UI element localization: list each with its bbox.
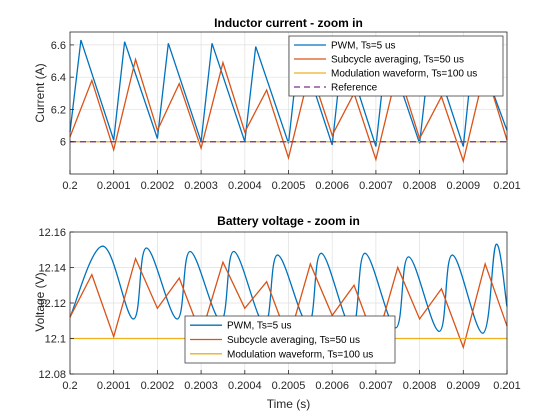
- inductor-current-legend: PWM, Ts=5 us Subcycle averaging, Ts=50 us…: [288, 35, 504, 97]
- battery-voltage-ylabel: Voltage (V): [33, 272, 47, 331]
- battery-voltage-xtick-label: 0.2: [62, 380, 77, 392]
- inductor-current-xtick-label: 0.201: [493, 180, 521, 192]
- inductor-current-legend-box: [288, 35, 504, 97]
- battery-voltage-ytick-label: 12.1: [45, 334, 66, 346]
- inductor-current-xtick-label: 0.2009: [446, 180, 480, 192]
- battery-voltage-xtick-label: 0.2001: [97, 380, 131, 392]
- inductor-current-legend-label: Modulation waveform, Ts=100 us: [331, 69, 477, 80]
- inductor-current-xtick-label: 0.2006: [315, 180, 349, 192]
- inductor-current-xtick-label: 0.2008: [403, 180, 437, 192]
- inductor-current-xtick-label: 0.2002: [141, 180, 175, 192]
- battery-voltage-ytick-label: 12.14: [38, 263, 66, 275]
- inductor-current-legend-label: PWM, Ts=5 us: [331, 41, 396, 52]
- battery-voltage-xtick-label: 0.2006: [315, 380, 349, 392]
- inductor-current-xtick-label: 0.2004: [228, 180, 262, 192]
- battery-voltage-xlabel: Time (s): [267, 397, 311, 411]
- battery-voltage-xtick-label: 0.2005: [272, 380, 306, 392]
- inductor-current-ticks: 0.2 0.2001 0.2002 0.2003 0.2004 0.2005 0.2006 0…: [51, 40, 521, 192]
- inductor-current-ytick-label: 6.2: [51, 104, 66, 116]
- inductor-current-ytick-label: 6.6: [51, 40, 66, 52]
- battery-voltage-ytick-label: 12.12: [38, 298, 66, 310]
- battery-voltage-legend-label: Subcycle averaging, Ts=50 us: [227, 335, 360, 346]
- battery-voltage-ytick-label: 12.08: [38, 369, 66, 381]
- battery-voltage-xtick-label: 0.2009: [446, 380, 480, 392]
- battery-voltage-axes: Battery voltage - zoom in Voltage (V) Ti…: [33, 214, 521, 411]
- inductor-current-title: Inductor current - zoom in: [214, 16, 363, 30]
- battery-voltage-legend: PWM, Ts=5 us Subcycle averaging, Ts=50 us…: [184, 315, 396, 364]
- inductor-current-series-line-1: [69, 56, 508, 164]
- inductor-current-axes: Inductor current - zoom in Current (A) 0…: [33, 16, 521, 192]
- inductor-current-ytick-label: 6: [60, 137, 66, 149]
- battery-voltage-xtick-label: 0.2008: [403, 380, 437, 392]
- inductor-current-xtick-label: 0.2: [62, 180, 77, 192]
- inductor-current-legend-label: Reference: [331, 83, 378, 94]
- battery-voltage-ytick-label: 12.16: [38, 227, 66, 239]
- battery-voltage-xtick-label: 0.2007: [359, 380, 393, 392]
- battery-voltage-ticks: 0.2 0.2001 0.2002 0.2003 0.2004 0.2005 0.2006 0…: [38, 227, 520, 392]
- battery-voltage-legend-label: PWM, Ts=5 us: [227, 321, 292, 332]
- battery-voltage-xtick-label: 0.201: [493, 380, 521, 392]
- inductor-current-xtick-label: 0.2005: [272, 180, 306, 192]
- battery-voltage-xtick-label: 0.2004: [228, 380, 262, 392]
- inductor-current-xtick-label: 0.2007: [359, 180, 393, 192]
- inductor-current-legend-label: Subcycle averaging, Ts=50 us: [331, 55, 464, 66]
- battery-voltage-title: Battery voltage - zoom in: [217, 214, 360, 228]
- battery-voltage-legend-label: Modulation waveform, Ts=100 us: [227, 349, 373, 360]
- inductor-current-xtick-label: 0.2001: [97, 180, 131, 192]
- inductor-current-ytick-label: 6.4: [51, 72, 66, 84]
- inductor-current-xtick-label: 0.2003: [184, 180, 218, 192]
- inductor-current-ylabel: Current (A): [33, 63, 47, 122]
- battery-voltage-xtick-label: 0.2002: [141, 380, 175, 392]
- battery-voltage-xtick-label: 0.2003: [184, 380, 218, 392]
